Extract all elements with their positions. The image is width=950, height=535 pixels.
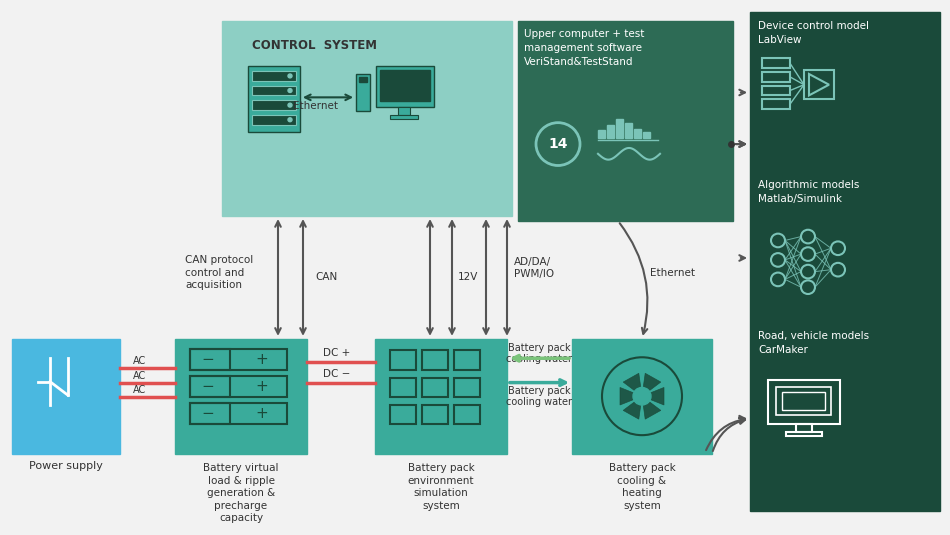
Bar — [762, 100, 790, 109]
Bar — [398, 107, 410, 115]
Bar — [762, 72, 790, 82]
Text: −: − — [201, 379, 215, 394]
Bar — [190, 403, 230, 424]
Text: Power supply: Power supply — [29, 462, 103, 471]
Polygon shape — [620, 387, 642, 405]
Bar — [359, 77, 367, 82]
Bar — [572, 339, 712, 454]
Bar — [786, 432, 822, 436]
Bar — [768, 380, 840, 424]
Text: AD/DA/
PWM/IO: AD/DA/ PWM/IO — [514, 256, 554, 279]
Bar — [190, 348, 230, 370]
Bar — [390, 405, 416, 424]
Bar — [762, 58, 790, 68]
Bar — [190, 376, 230, 397]
Bar — [12, 339, 120, 454]
Bar — [422, 405, 448, 424]
Text: CAN protocol
control and
acquisition: CAN protocol control and acquisition — [185, 255, 254, 290]
Bar — [252, 115, 296, 125]
Bar — [376, 66, 434, 107]
Circle shape — [288, 103, 292, 107]
Bar — [454, 378, 480, 397]
Bar — [252, 100, 296, 110]
Bar — [390, 115, 418, 119]
Circle shape — [288, 89, 292, 93]
Bar — [776, 387, 831, 415]
Bar — [625, 123, 632, 138]
Bar — [252, 71, 296, 81]
Circle shape — [288, 118, 292, 121]
Circle shape — [633, 387, 651, 405]
Text: +: + — [256, 406, 268, 421]
Bar — [782, 392, 825, 410]
Text: Ethernet: Ethernet — [650, 268, 695, 278]
Text: −: − — [201, 406, 215, 421]
Bar — [518, 21, 733, 221]
Polygon shape — [642, 387, 664, 405]
Bar — [190, 376, 287, 397]
Bar — [750, 12, 940, 511]
Polygon shape — [623, 373, 642, 396]
Bar — [252, 86, 296, 95]
Bar — [248, 66, 300, 132]
Bar — [175, 339, 307, 454]
Text: AC: AC — [133, 356, 146, 366]
Text: Battery pack
cooling water: Battery pack cooling water — [506, 343, 572, 364]
Text: Upper computer + test
management software
VeriStand&TestStand: Upper computer + test management softwar… — [524, 29, 644, 67]
Bar — [190, 403, 287, 424]
Bar — [607, 125, 614, 138]
Bar — [454, 405, 480, 424]
Bar — [598, 131, 605, 138]
Text: Battery pack
cooling water: Battery pack cooling water — [506, 386, 572, 407]
Bar — [375, 339, 507, 454]
Text: 14: 14 — [548, 137, 568, 151]
Polygon shape — [642, 373, 661, 396]
Bar — [380, 70, 430, 101]
Text: Ethernet: Ethernet — [293, 101, 337, 111]
Text: Device control model
LabView: Device control model LabView — [758, 21, 869, 45]
Text: CAN: CAN — [315, 272, 337, 282]
Bar — [222, 21, 512, 216]
Circle shape — [288, 74, 292, 78]
Text: Battery virtual
load & ripple
generation &
precharge
capacity: Battery virtual load & ripple generation… — [203, 463, 278, 523]
Text: AC: AC — [133, 385, 146, 395]
Bar — [616, 119, 623, 138]
Text: Battery pack
cooling &
heating
system: Battery pack cooling & heating system — [609, 463, 675, 510]
Text: Algorithmic models
Matlab/Simulink: Algorithmic models Matlab/Simulink — [758, 180, 860, 204]
Text: −: − — [201, 351, 215, 366]
Bar — [634, 128, 641, 138]
Text: DC −: DC − — [323, 369, 351, 379]
Bar — [804, 70, 834, 100]
Text: CONTROL  SYSTEM: CONTROL SYSTEM — [253, 39, 377, 52]
Text: Battery pack
environment
simulation
system: Battery pack environment simulation syst… — [408, 463, 474, 510]
Polygon shape — [642, 396, 661, 419]
Bar — [390, 378, 416, 397]
Bar — [762, 86, 790, 95]
Bar — [356, 74, 370, 111]
Text: +: + — [256, 351, 268, 366]
Bar — [422, 378, 448, 397]
Text: +: + — [256, 379, 268, 394]
Bar — [390, 350, 416, 370]
Polygon shape — [623, 396, 642, 419]
Bar — [422, 350, 448, 370]
Text: Road, vehicle models
CarMaker: Road, vehicle models CarMaker — [758, 331, 869, 355]
Text: 12V: 12V — [458, 272, 479, 282]
Text: AC: AC — [133, 371, 146, 380]
Bar — [643, 132, 650, 138]
Bar — [190, 348, 287, 370]
Bar — [454, 350, 480, 370]
Text: DC +: DC + — [323, 348, 351, 358]
Bar — [796, 424, 812, 432]
